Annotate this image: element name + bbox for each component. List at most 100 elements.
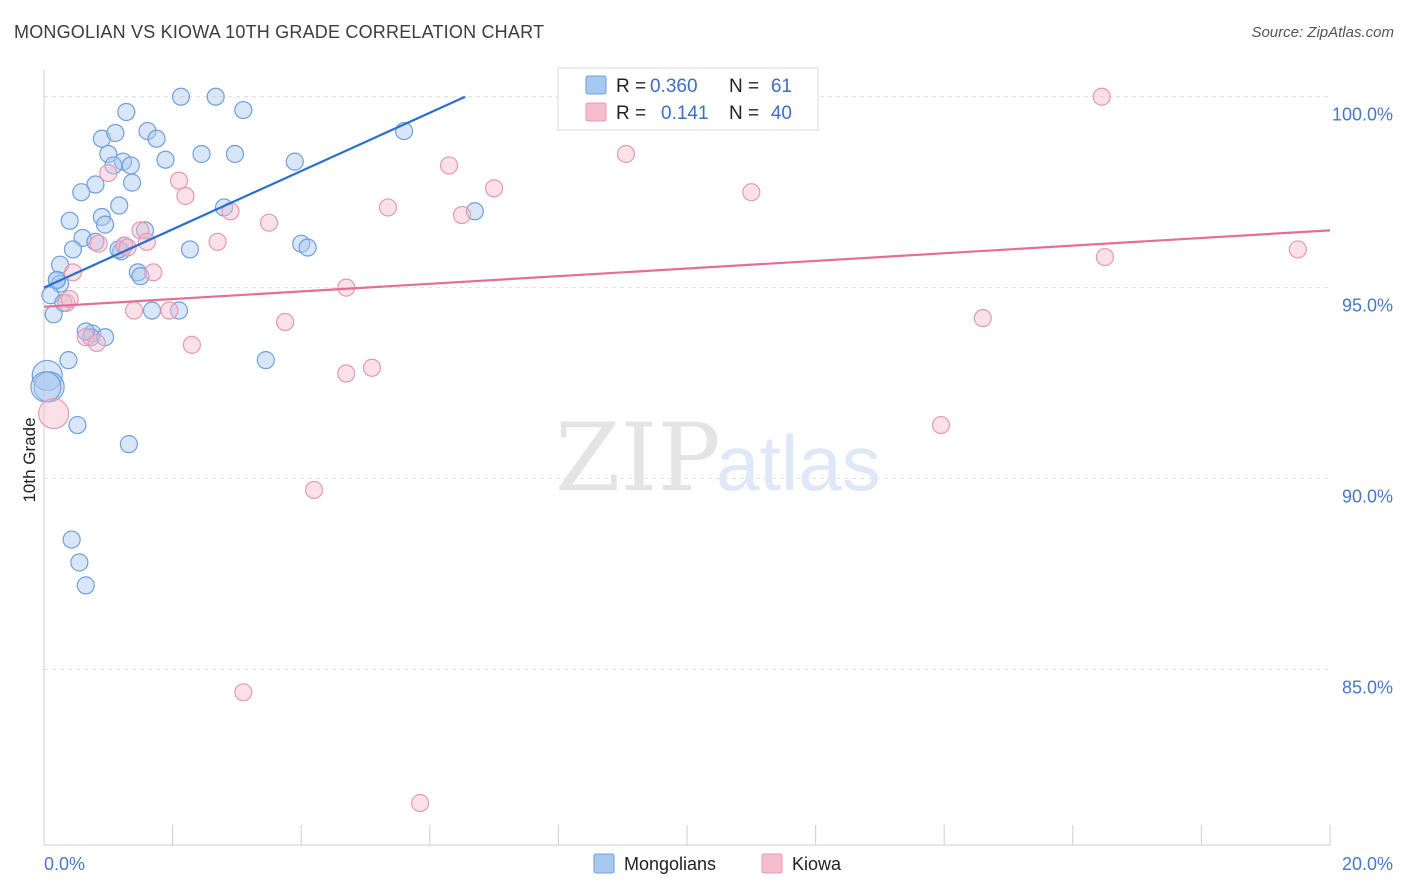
- mongolians-point: [62, 530, 81, 549]
- mongolians-point: [30, 371, 62, 403]
- mongolians-point: [156, 150, 175, 169]
- mongolians-point: [72, 183, 91, 202]
- kiowa-point: [304, 480, 324, 500]
- y-axis-label: 10th Grade: [20, 417, 39, 502]
- legend-swatch-kiowa: [585, 102, 607, 122]
- trend-lines: [43, 95, 1331, 308]
- kiowa-point: [160, 301, 179, 320]
- mongolians-point: [31, 359, 63, 392]
- mongolians-point: [106, 123, 125, 143]
- legend-n-value-mongolians: 61: [771, 76, 792, 97]
- kiowa-point: [378, 198, 398, 217]
- mongolians-point: [68, 415, 87, 435]
- source-label: Source: ZipAtlas.com: [1251, 24, 1394, 41]
- mongolians-point: [110, 196, 129, 215]
- mongolians-point: [147, 129, 166, 148]
- watermark: ZIP atlas: [555, 404, 881, 513]
- kiowa-point: [124, 301, 144, 320]
- mongolians-point: [60, 211, 79, 230]
- axes: [43, 70, 1331, 846]
- mongolians-point: [225, 144, 245, 164]
- kiowa-point: [76, 328, 95, 347]
- mongolians-point: [76, 322, 95, 341]
- kiowa-point: [87, 333, 106, 353]
- x-tick-label-min: 0.0%: [44, 854, 85, 874]
- mongolians-point: [63, 240, 83, 259]
- kiowa-point: [616, 144, 636, 164]
- kiowa-point: [144, 263, 163, 282]
- series-legend: Mongolians Kiowa: [593, 853, 842, 874]
- kiowa-point: [973, 309, 992, 328]
- mongolians-point: [92, 129, 111, 148]
- mongolians-point: [192, 144, 211, 164]
- kiowa-point: [485, 179, 504, 198]
- mongolians-point: [171, 87, 191, 106]
- kiowa-point: [259, 213, 279, 232]
- kiowa-point: [60, 289, 79, 309]
- watermark-atlas: atlas: [716, 419, 881, 507]
- mongolians-point: [76, 576, 95, 595]
- legend-r-label-mongolians: R =: [616, 76, 646, 97]
- mongolians-point: [121, 156, 140, 175]
- kiowa-point: [99, 163, 118, 183]
- y-tick-label: 95.0%: [1342, 296, 1393, 316]
- grid-lines: [44, 96, 1330, 670]
- legend-n-label-kiowa: N =: [729, 103, 759, 124]
- y-tick-label: 100.0%: [1332, 105, 1393, 125]
- mongolians-point: [298, 238, 317, 257]
- watermark-zip: ZIP: [555, 404, 721, 513]
- kiowa-point: [276, 312, 295, 332]
- mongolians-point: [70, 553, 89, 572]
- mongolians-point: [234, 100, 253, 120]
- kiowa-point: [362, 358, 382, 377]
- mongolians-point: [256, 351, 275, 370]
- kiowa-point: [208, 232, 227, 251]
- kiowa-point: [1092, 87, 1111, 106]
- mongolians-point: [95, 215, 115, 234]
- kiowa-point: [1288, 240, 1307, 259]
- chart-title: MONGOLIAN VS KIOWA 10TH GRADE CORRELATIO…: [14, 22, 545, 42]
- mongolians-point: [99, 144, 118, 164]
- kiowa-point: [234, 683, 253, 702]
- mongolians-trend-line: [43, 95, 466, 289]
- mongolians-point: [86, 175, 105, 194]
- legend-r-value-mongolians: 0.360: [650, 76, 698, 97]
- y-tick-label: 90.0%: [1342, 486, 1393, 506]
- y-tick-labels: 85.0% 90.0% 95.0% 100.0%: [1332, 105, 1393, 698]
- mongolians-point: [122, 173, 142, 192]
- kiowa-point: [452, 205, 472, 225]
- mongolians-point: [142, 301, 162, 320]
- mongolians-point: [169, 301, 189, 320]
- kiowa-point: [1095, 247, 1115, 267]
- mongolians-point: [206, 87, 225, 106]
- legend-swatch-mongolians: [585, 75, 607, 95]
- kiowa-trend-line: [43, 229, 1331, 308]
- legend-n-value-kiowa: 40: [771, 103, 792, 124]
- mongolians-point: [117, 102, 136, 122]
- kiowa-point: [439, 156, 459, 175]
- kiowa-point: [169, 171, 189, 190]
- bottom-legend-label-mongolians: Mongolians: [624, 854, 716, 874]
- mongolians-point: [59, 351, 78, 370]
- y-tick-label: 85.0%: [1342, 677, 1393, 697]
- mongolians-point: [119, 435, 138, 454]
- kiowa-point: [337, 364, 356, 383]
- kiowa-point: [38, 397, 70, 430]
- mongolians-point: [86, 232, 105, 251]
- stats-legend: R = 0.360 N = 61 R = 0.141 N = 40: [557, 67, 819, 131]
- mongolians-point: [135, 221, 155, 240]
- kiowa-point: [176, 186, 195, 206]
- kiowa-point: [411, 793, 430, 813]
- legend-n-label-mongolians: N =: [729, 76, 759, 97]
- bottom-legend-swatch-mongolians: [593, 853, 615, 874]
- bottom-legend-label-kiowa: Kiowa: [792, 854, 842, 874]
- mongolians-point: [285, 152, 304, 171]
- kiowa-point: [742, 183, 761, 202]
- x-tick-label-max: 20.0%: [1342, 854, 1393, 874]
- legend-r-label-kiowa: R =: [616, 103, 646, 124]
- kiowa-point: [931, 415, 951, 435]
- kiowa-point: [89, 234, 108, 253]
- bottom-legend-swatch-kiowa: [761, 853, 783, 874]
- kiowa-point: [182, 335, 201, 354]
